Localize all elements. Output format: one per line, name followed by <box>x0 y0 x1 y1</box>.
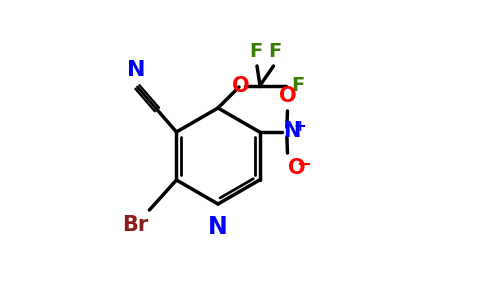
Text: F: F <box>268 42 282 61</box>
Text: O: O <box>232 76 249 95</box>
Text: N: N <box>284 122 301 141</box>
Text: F: F <box>291 76 304 95</box>
Text: Br: Br <box>121 215 148 236</box>
Text: N: N <box>127 59 145 80</box>
Text: O: O <box>288 158 306 178</box>
Text: −: − <box>297 156 312 174</box>
Text: O: O <box>279 85 296 106</box>
Text: F: F <box>249 42 262 61</box>
Text: N: N <box>208 214 228 239</box>
Text: +: + <box>293 119 306 134</box>
